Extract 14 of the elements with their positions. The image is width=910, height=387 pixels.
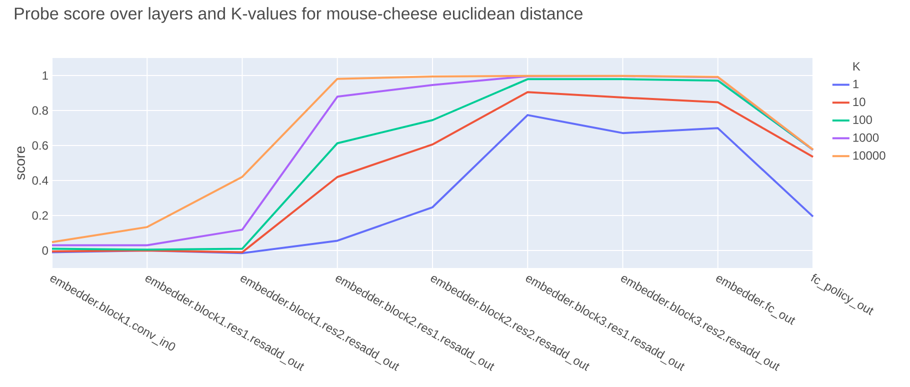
legend-label: 10000 [853,151,886,160]
y-tick-label: 0 [42,246,48,255]
y-tick-label: 0.4 [32,176,48,185]
legend-label: 100 [853,116,872,124]
legend-title: K [853,62,860,70]
y-tick-label: 0.8 [32,106,48,115]
legend-label: 1000 [853,133,879,142]
legend-label: 1 [853,80,859,88]
legend-label: 10 [853,98,866,106]
chart-title: Probe score over layers and K-values for mouse-cheese euclidean distance [14,7,582,23]
y-tick-label: 0.6 [32,141,48,150]
y-axis-title: score [17,146,25,180]
y-tick-label: 1 [42,71,48,80]
y-tick-label: 0.2 [32,211,48,220]
